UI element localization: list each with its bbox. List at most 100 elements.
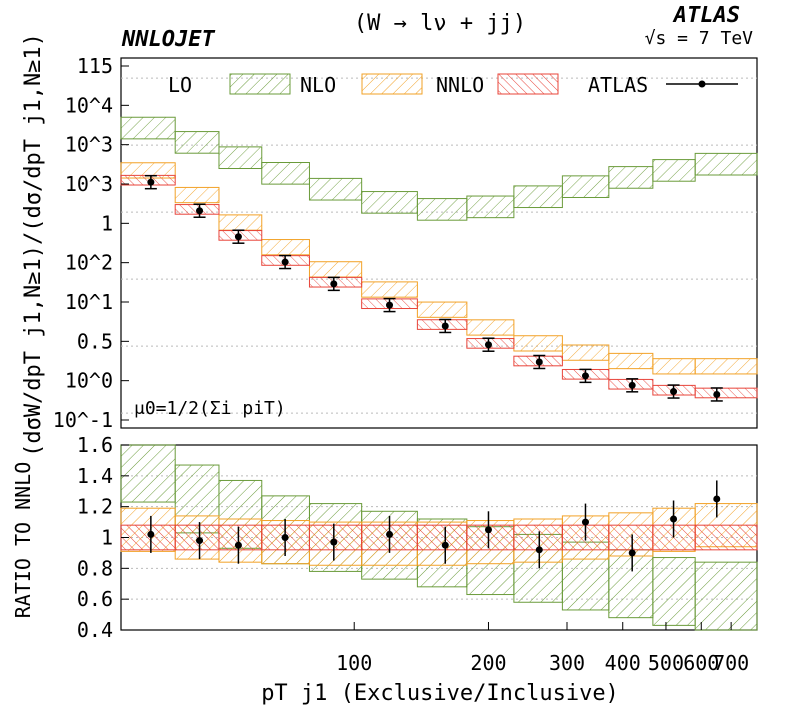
ratio-panel: 1.6 1.4 1.2 1 0.8 0.6 0.4 RATIO TO NNLO (11, 433, 758, 642)
band-lo (652, 159, 696, 182)
legend-swatch-nnlo (497, 73, 559, 95)
band-lo (361, 191, 418, 214)
legend-label-atlas: ATLAS (588, 73, 648, 97)
x-tick-label: 500 (648, 651, 684, 675)
ratio-point (670, 515, 678, 523)
ratio-bands (120, 444, 758, 631)
main-y-tick-label: 10^4 (65, 93, 113, 117)
main-bands (120, 116, 758, 399)
ratio-y-tick-label: 0.8 (77, 556, 113, 580)
atlas-point (628, 381, 636, 389)
ratio-y-tick-label: 1.2 (77, 495, 113, 519)
band-nlo (308, 261, 363, 278)
ratio-band-nnlo (120, 524, 176, 551)
band-nlo (416, 301, 468, 318)
band-lo (308, 177, 363, 201)
ratio-y-tick-label: 1 (101, 526, 113, 550)
main-points (144, 174, 723, 402)
main-y-axis-title: (dσW/dpT j1,N≥1)/(dσ/dpT j1,N≥1) (21, 33, 46, 457)
band-lo (416, 198, 468, 221)
legend-swatch-lo (229, 73, 291, 95)
band-lo (174, 131, 220, 154)
atlas-point (281, 258, 289, 266)
x-tick-label: 700 (713, 651, 749, 675)
atlas-point (330, 280, 338, 288)
atlas-point (535, 358, 543, 366)
ratio-point (535, 546, 543, 554)
band-nlo (218, 214, 263, 231)
ratio-band-lo (120, 444, 176, 503)
band-lo (218, 146, 263, 170)
x-tick-label: 300 (549, 651, 585, 675)
ratio-band-lo (652, 557, 696, 626)
ratio-point (484, 526, 492, 534)
ratio-y-axis-title: RATIO TO NNLO (11, 462, 35, 619)
ratio-y-tick-label: 0.6 (77, 587, 113, 611)
ratio-points (147, 480, 721, 572)
main-plot-frame (120, 57, 758, 429)
main-grid (121, 77, 757, 414)
energy-label: √s = 7 TeV (645, 28, 754, 49)
atlas-point (441, 322, 449, 330)
ratio-band-nnlo (608, 524, 654, 551)
ratio-band-lo (608, 549, 654, 619)
legend-label-lo: LO (168, 73, 192, 97)
ratio-point (234, 541, 242, 549)
band-lo (608, 166, 654, 189)
ratio-point (196, 537, 204, 545)
atlas-point (234, 233, 242, 241)
ratio-y-tick-label: 0.4 (77, 618, 113, 642)
band-nlo (361, 281, 418, 298)
ratio-band-nnlo (308, 524, 363, 551)
legend-marker-atlas (698, 80, 706, 88)
process-title: (W → lν + jj) (354, 11, 526, 36)
ratio-point (628, 549, 636, 557)
ratio-point (386, 530, 394, 538)
experiment-label: ATLAS (672, 3, 740, 28)
ratio-band-nnlo (694, 524, 758, 551)
main-y-tick-label: 10^2 (65, 251, 113, 275)
band-lo (561, 175, 610, 198)
x-tick-label: 100 (336, 651, 372, 675)
x-axis-title: pT j1 (Exclusive/Inclusive) (261, 681, 619, 706)
main-y-tick-label: 10^3 (65, 172, 113, 196)
ratio-y-tick-label: 1.4 (77, 464, 113, 488)
x-tick-label: 600 (683, 651, 719, 675)
main-y-tick-label: 115 (77, 54, 113, 78)
main-y-tick-label: 10^3 (65, 133, 113, 157)
band-nlo (466, 319, 515, 336)
main-y-tick-label: 1 (101, 211, 113, 235)
ratio-point (147, 530, 155, 538)
atlas-point (147, 178, 155, 186)
band-nlo (652, 358, 696, 375)
main-y-tick-label: 0.5 (77, 329, 113, 353)
atlas-point (713, 390, 721, 398)
ratio-point (330, 538, 338, 546)
brand-label: NNLOJET (121, 27, 215, 52)
band-nlo (608, 352, 654, 370)
legend-swatch-nlo (361, 73, 423, 95)
atlas-point (484, 341, 492, 349)
ratio-band-lo (694, 561, 758, 631)
band-lo (513, 185, 563, 209)
x-tick-label: 400 (605, 651, 641, 675)
atlas-point (670, 388, 678, 396)
main-y-tick-label: 10^1 (65, 290, 113, 314)
band-lo (694, 152, 758, 176)
scale-annotation: μ0=1/2(Σi piT) (134, 398, 286, 419)
main-y-tick-label: 10^-1 (53, 408, 113, 432)
atlas-point (581, 372, 589, 380)
ratio-band-nnlo (174, 524, 220, 551)
atlas-point (386, 301, 394, 309)
band-nlo (261, 239, 310, 256)
ratio-point (441, 541, 449, 549)
band-nlo (561, 344, 610, 361)
ratio-y-tick-label: 1.6 (77, 433, 113, 457)
x-tick-label: 200 (470, 651, 506, 675)
legend: LO NLO NNLO ATLAS (168, 73, 738, 97)
band-lo (261, 162, 310, 185)
band-nlo (174, 186, 220, 204)
ratio-y-ticks: 1.6 1.4 1.2 1 0.8 0.6 0.4 (77, 433, 129, 642)
atlas-point (196, 207, 204, 215)
legend-label-nlo: NLO (300, 73, 336, 97)
